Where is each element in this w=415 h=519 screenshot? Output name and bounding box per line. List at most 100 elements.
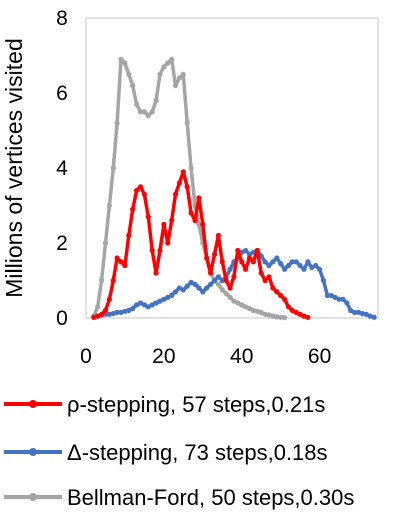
data-point: [204, 285, 210, 291]
data-point: [282, 315, 288, 321]
data-point: [180, 287, 186, 293]
data-point: [274, 289, 280, 295]
data-point: [363, 311, 369, 317]
data-point: [293, 309, 299, 315]
data-point: [274, 255, 280, 261]
data-point: [348, 307, 354, 314]
series-layer: [91, 56, 377, 321]
data-point: [215, 232, 221, 239]
legend: ρ-stepping, 57 steps,0.21s Δ-stepping, 73…: [4, 392, 354, 510]
data-point: [262, 259, 268, 265]
y-tick-labels: 0 2 4 6 8: [56, 7, 68, 330]
data-point: [254, 308, 260, 314]
data-point: [258, 270, 264, 276]
data-point: [106, 296, 112, 302]
data-point: [309, 264, 315, 270]
data-point: [157, 298, 163, 304]
data-point: [196, 221, 202, 227]
data-point: [289, 307, 295, 314]
data-point: [246, 255, 253, 261]
data-point: [215, 281, 221, 287]
data-point: [99, 311, 105, 317]
data-point: [371, 314, 377, 320]
data-point: [235, 247, 241, 254]
data-point: [305, 314, 311, 320]
data-point: [243, 304, 249, 310]
data-point: [118, 56, 124, 62]
data-point: [289, 259, 295, 265]
data-point: [320, 277, 327, 284]
data-point: [266, 262, 272, 269]
data-point: [243, 266, 249, 272]
legend-item: Δ-stepping, 73 steps,0.18s: [4, 440, 328, 465]
legend-label: Δ-stepping, 73 steps,0.18s: [67, 440, 328, 465]
data-point: [153, 97, 159, 104]
data-point: [270, 285, 276, 291]
data-point: [270, 313, 276, 319]
data-point: [122, 308, 128, 314]
legend-swatch-marker: [29, 400, 37, 408]
data-point: [110, 165, 116, 171]
data-point: [262, 311, 268, 317]
data-point: [352, 309, 358, 315]
data-point: [122, 262, 128, 269]
data-point: [184, 283, 190, 289]
data-point: [258, 309, 264, 315]
data-point: [145, 214, 151, 220]
data-point: [355, 309, 362, 315]
data-point: [278, 261, 284, 267]
x-tick-label: 0: [80, 345, 92, 368]
data-point: [141, 109, 147, 115]
data-point: [137, 184, 144, 190]
data-point: [188, 210, 194, 216]
data-point: [278, 314, 284, 320]
data-point: [106, 202, 112, 209]
data-point: [165, 60, 171, 66]
data-point: [219, 287, 225, 293]
data-point: [285, 304, 292, 310]
y-tick-label: 4: [56, 157, 68, 180]
data-point: [114, 120, 120, 126]
series-1: [91, 247, 377, 320]
data-point: [130, 82, 136, 89]
data-point: [239, 302, 245, 308]
data-point: [332, 294, 338, 300]
data-point: [305, 259, 311, 265]
data-point: [176, 75, 182, 81]
data-point: [282, 296, 288, 302]
data-point: [165, 294, 171, 300]
data-point: [200, 221, 206, 227]
data-point: [153, 300, 159, 306]
data-point: [172, 191, 179, 197]
data-point: [239, 259, 245, 265]
data-point: [367, 313, 373, 319]
x-tick-labels: 0 20 40 60: [80, 345, 331, 368]
data-point: [211, 277, 218, 284]
data-point: [219, 277, 225, 284]
data-point: [336, 296, 342, 302]
data-point: [114, 309, 120, 315]
data-point: [110, 277, 116, 284]
y-tick-label: 6: [56, 82, 68, 105]
x-tick-label: 40: [230, 345, 253, 368]
data-point: [227, 266, 233, 272]
data-point: [266, 274, 272, 280]
data-point: [223, 291, 229, 297]
data-point: [157, 71, 163, 77]
data-point: [130, 306, 136, 312]
data-point: [134, 302, 140, 308]
data-point: [184, 120, 190, 126]
y-tick-label: 0: [56, 307, 68, 330]
data-point: [102, 240, 109, 246]
legend-swatch-marker: [29, 448, 37, 456]
data-point: [313, 262, 319, 269]
data-point: [149, 302, 155, 308]
data-point: [192, 281, 198, 287]
data-point: [196, 195, 202, 201]
data-point: [297, 311, 303, 317]
data-point: [293, 259, 299, 265]
data-point: [172, 82, 179, 89]
data-point: [180, 169, 186, 175]
data-point: [208, 281, 214, 287]
data-point: [141, 191, 147, 197]
